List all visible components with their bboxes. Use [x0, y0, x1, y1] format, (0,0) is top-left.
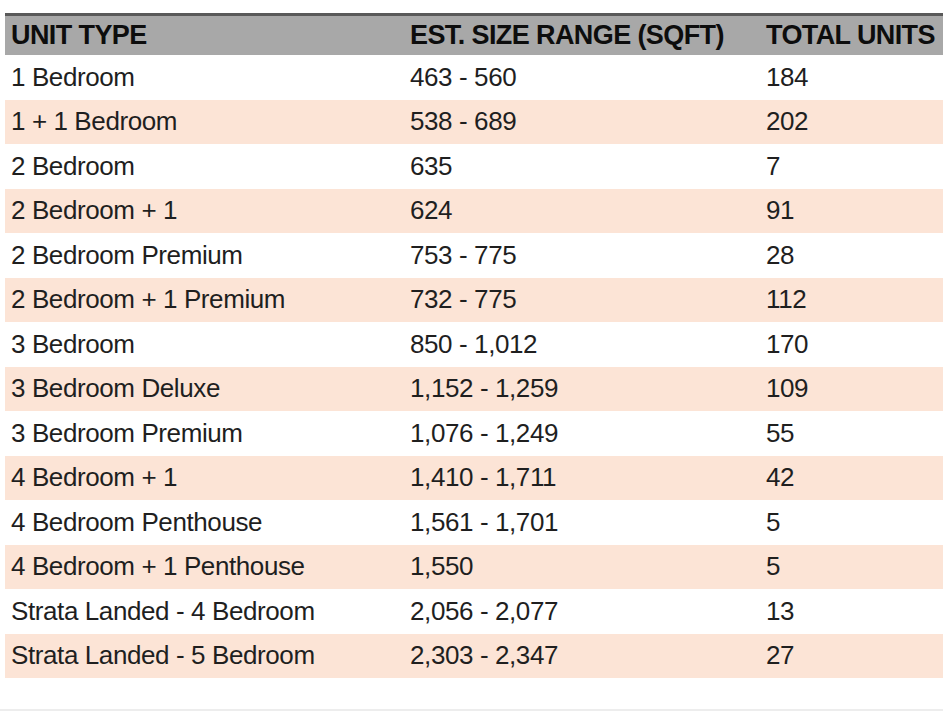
cell-size-range: 1,561 - 1,701: [404, 507, 760, 538]
cell-size-range: 1,410 - 1,711: [404, 462, 760, 493]
cell-unit-type: 2 Bedroom + 1: [5, 195, 404, 226]
table-row: 2 Bedroom + 162491: [5, 189, 943, 234]
cell-size-range: 1,152 - 1,259: [404, 373, 760, 404]
cell-total-units: 202: [760, 106, 943, 137]
table-row: Strata Landed - 4 Bedroom2,056 - 2,07713: [5, 589, 943, 634]
cell-size-range: 732 - 775: [404, 284, 760, 315]
cell-total-units: 5: [760, 507, 943, 538]
cell-total-units: 27: [760, 640, 943, 671]
cell-unit-type: 4 Bedroom + 1 Penthouse: [5, 551, 404, 582]
cell-total-units: 5: [760, 551, 943, 582]
table-row: 2 Bedroom6357: [5, 144, 943, 189]
table-header-row: UNIT TYPE EST. SIZE RANGE (SQFT) TOTAL U…: [5, 13, 943, 55]
cell-total-units: 91: [760, 195, 943, 226]
cell-unit-type: 4 Bedroom + 1: [5, 462, 404, 493]
cell-total-units: 7: [760, 151, 943, 182]
table-body: 1 Bedroom463 - 5601841 + 1 Bedroom538 - …: [5, 55, 943, 678]
cell-unit-type: 2 Bedroom: [5, 151, 404, 182]
column-header-total-units: TOTAL UNITS: [760, 20, 943, 51]
cell-total-units: 42: [760, 462, 943, 493]
cell-size-range: 850 - 1,012: [404, 329, 760, 360]
cell-unit-type: 1 Bedroom: [5, 62, 404, 93]
table-row: 4 Bedroom + 11,410 - 1,71142: [5, 456, 943, 501]
cell-size-range: 753 - 775: [404, 240, 760, 271]
cell-size-range: 624: [404, 195, 760, 226]
cell-total-units: 13: [760, 596, 943, 627]
cell-size-range: 463 - 560: [404, 62, 760, 93]
cell-unit-type: 3 Bedroom Premium: [5, 418, 404, 449]
cell-unit-type: 3 Bedroom: [5, 329, 404, 360]
bottom-divider: [0, 709, 943, 711]
cell-unit-type: 1 + 1 Bedroom: [5, 106, 404, 137]
table-row: 2 Bedroom Premium753 - 77528: [5, 233, 943, 278]
cell-size-range: 635: [404, 151, 760, 182]
table-row: 3 Bedroom Premium1,076 - 1,24955: [5, 411, 943, 456]
table-row: 4 Bedroom + 1 Penthouse1,5505: [5, 545, 943, 590]
cell-unit-type: 2 Bedroom + 1 Premium: [5, 284, 404, 315]
table-row: 3 Bedroom Deluxe1,152 - 1,259109: [5, 367, 943, 412]
cell-unit-type: 2 Bedroom Premium: [5, 240, 404, 271]
column-header-size-range: EST. SIZE RANGE (SQFT): [404, 20, 760, 51]
table-row: 2 Bedroom + 1 Premium732 - 775112: [5, 278, 943, 323]
cell-total-units: 112: [760, 284, 943, 315]
cell-size-range: 2,056 - 2,077: [404, 596, 760, 627]
cell-total-units: 28: [760, 240, 943, 271]
cell-total-units: 109: [760, 373, 943, 404]
document-page: UNIT TYPE EST. SIZE RANGE (SQFT) TOTAL U…: [0, 0, 943, 717]
cell-total-units: 55: [760, 418, 943, 449]
cell-unit-type: 4 Bedroom Penthouse: [5, 507, 404, 538]
cell-size-range: 2,303 - 2,347: [404, 640, 760, 671]
cell-unit-type: Strata Landed - 4 Bedroom: [5, 596, 404, 627]
cell-size-range: 1,076 - 1,249: [404, 418, 760, 449]
cell-total-units: 170: [760, 329, 943, 360]
table-row: 1 + 1 Bedroom538 - 689202: [5, 100, 943, 145]
table-row: 3 Bedroom850 - 1,012170: [5, 322, 943, 367]
table-row: 1 Bedroom463 - 560184: [5, 55, 943, 100]
column-header-unit-type: UNIT TYPE: [5, 20, 404, 51]
unit-mix-table: UNIT TYPE EST. SIZE RANGE (SQFT) TOTAL U…: [5, 13, 943, 678]
cell-unit-type: 3 Bedroom Deluxe: [5, 373, 404, 404]
table-row: Strata Landed - 5 Bedroom2,303 - 2,34727: [5, 634, 943, 679]
table-row: 4 Bedroom Penthouse1,561 - 1,7015: [5, 500, 943, 545]
cell-size-range: 1,550: [404, 551, 760, 582]
cell-total-units: 184: [760, 62, 943, 93]
cell-unit-type: Strata Landed - 5 Bedroom: [5, 640, 404, 671]
cell-size-range: 538 - 689: [404, 106, 760, 137]
